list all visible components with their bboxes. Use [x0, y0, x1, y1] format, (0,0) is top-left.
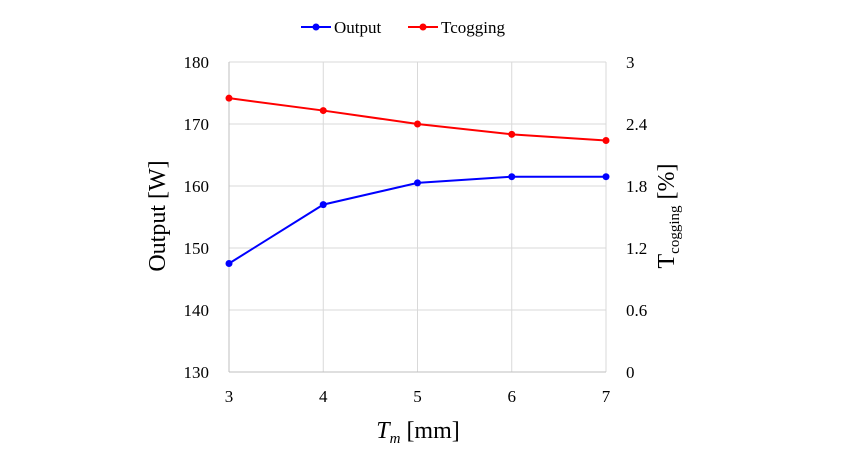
y-left-tick-label: 160 [184, 177, 210, 196]
x-tick-label: 7 [602, 387, 611, 406]
x-axis-title-unit: [mm] [400, 418, 459, 444]
x-axis-title-sub: m [390, 431, 401, 447]
y-right-axis-title-unit: [%] [654, 164, 680, 206]
series-layer [225, 94, 610, 267]
x-tick-label: 3 [225, 387, 234, 406]
y-left-tick-label: 130 [184, 363, 210, 382]
x-axis-title: Tm [mm] [376, 418, 460, 447]
y-right-axis-title-main: T [654, 253, 680, 268]
y-right-tick-label: 0.6 [626, 301, 647, 320]
y-left-tick-label: 170 [184, 115, 210, 134]
legend: Output Tcogging [301, 18, 505, 37]
y-right-tick-label: 1.8 [626, 177, 647, 196]
data-point-output [225, 260, 233, 267]
legend-label-tcogging: Tcogging [441, 18, 505, 37]
legend-label-output: Output [334, 18, 382, 37]
y-right-axis-title: Tcogging [%] [654, 164, 683, 269]
y-left-tick-label: 150 [184, 239, 210, 258]
y-right-tick-label: 3 [626, 53, 635, 72]
data-point-output [319, 201, 327, 209]
x-tick-labels: 3 4 5 6 7 [225, 387, 611, 406]
data-point-tcogging [508, 130, 516, 138]
y-left-tick-labels: 130 140 150 160 170 180 [184, 53, 210, 382]
data-point-output [602, 173, 610, 181]
data-point-tcogging [225, 94, 233, 102]
y-left-axis-title: Output [W] [145, 160, 171, 271]
y-right-axis-title-sub: cogging [667, 205, 683, 254]
data-point-output [414, 179, 421, 187]
axes [228, 62, 606, 373]
x-tick-label: 6 [508, 387, 517, 406]
x-tick-label: 5 [413, 387, 422, 406]
data-point-tcogging [319, 107, 327, 115]
y-right-tick-label: 0 [626, 363, 635, 382]
x-axis-title-main: T [376, 418, 391, 444]
data-point-tcogging [414, 120, 421, 128]
legend-marker-output [312, 23, 320, 31]
y-right-tick-labels: 0 0.6 1.2 1.8 2.4 3 [626, 53, 648, 382]
x-tick-label: 4 [319, 387, 328, 406]
grid [229, 61, 607, 372]
y-left-tick-label: 140 [184, 301, 210, 320]
y-right-tick-label: 1.2 [626, 239, 647, 258]
y-left-tick-label: 180 [184, 53, 210, 72]
y-right-tick-label: 2.4 [626, 115, 648, 134]
data-point-output [508, 173, 516, 181]
legend-marker-tcogging [419, 23, 427, 31]
data-point-tcogging [602, 137, 610, 145]
